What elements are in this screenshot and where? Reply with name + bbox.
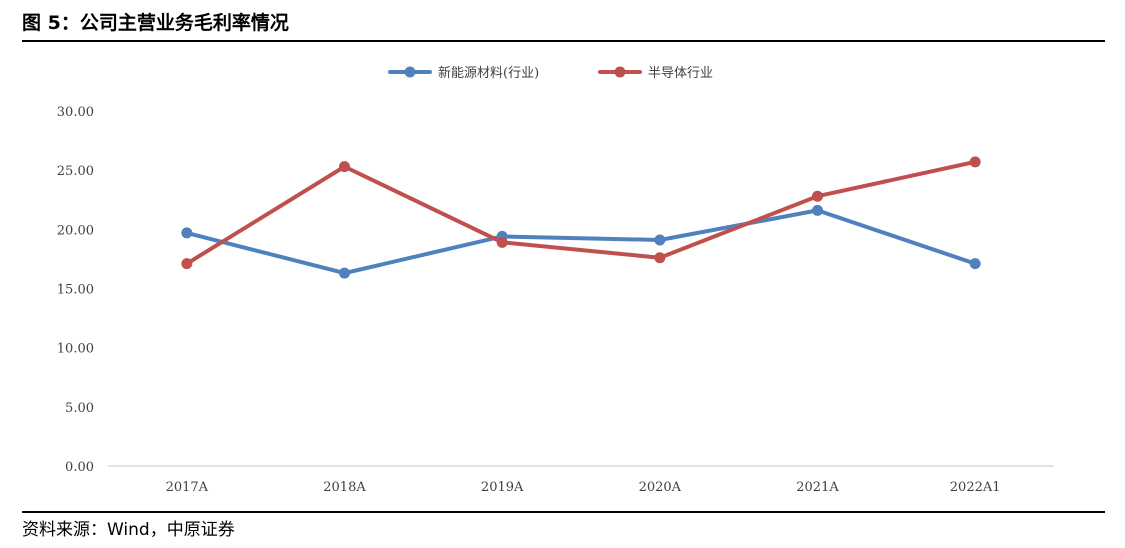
series-1-point (654, 234, 666, 246)
series-2-point (969, 156, 981, 168)
y-tick-label: 5.00 (65, 401, 94, 416)
x-axis: 2017A 2018A 2019A 2020A 2021A 2022A1 (108, 465, 1054, 495)
legend-label: 半导体行业 (648, 66, 713, 81)
chart-legend: 新能源材料(行业) 半导体行业 (388, 65, 713, 81)
bottom-divider (22, 511, 1105, 513)
plot-area (181, 156, 981, 279)
legend-label: 新能源材料(行业) (438, 65, 539, 81)
x-tick-label: 2021A (796, 480, 839, 495)
legend-swatch-marker (404, 66, 416, 78)
y-axis: 0.00 5.00 10.00 15.00 20.00 25.00 30.00 (57, 105, 94, 475)
y-tick-label: 10.00 (57, 342, 94, 357)
x-tick-label: 2019A (481, 480, 524, 495)
series-2-line (184, 159, 978, 266)
series-2-point (339, 161, 350, 173)
legend-item: 半导体行业 (598, 66, 713, 81)
x-tick-label: 2018A (323, 480, 366, 495)
top-divider (22, 40, 1105, 42)
series-2-point (812, 190, 823, 202)
series-1-line (184, 208, 978, 276)
y-tick-label: 0.00 (65, 460, 94, 475)
y-tick-label: 20.00 (57, 223, 94, 238)
legend-swatch-marker (614, 66, 626, 78)
figure-source: 资料来源：Wind，中原证券 (22, 520, 235, 540)
legend-item: 新能源材料(行业) (388, 65, 539, 81)
series-2-point (654, 252, 666, 264)
series-2-point (181, 258, 193, 270)
y-tick-label: 30.00 (57, 105, 94, 120)
series-1-point (339, 267, 350, 279)
y-tick-label: 25.00 (57, 164, 94, 179)
y-tick-label: 15.00 (57, 283, 94, 298)
series-2-point (496, 236, 508, 248)
series-1-point (181, 227, 193, 239)
x-tick-label: 2022A1 (950, 480, 1001, 495)
x-tick-label: 2020A (639, 480, 682, 495)
series-1-point (812, 204, 823, 216)
figure-title: 图 5：公司主营业务毛利率情况 (22, 12, 289, 34)
x-tick-label: 2017A (166, 480, 209, 495)
series-1-point (969, 258, 981, 270)
series-1 (181, 204, 981, 279)
series-2 (181, 156, 981, 270)
